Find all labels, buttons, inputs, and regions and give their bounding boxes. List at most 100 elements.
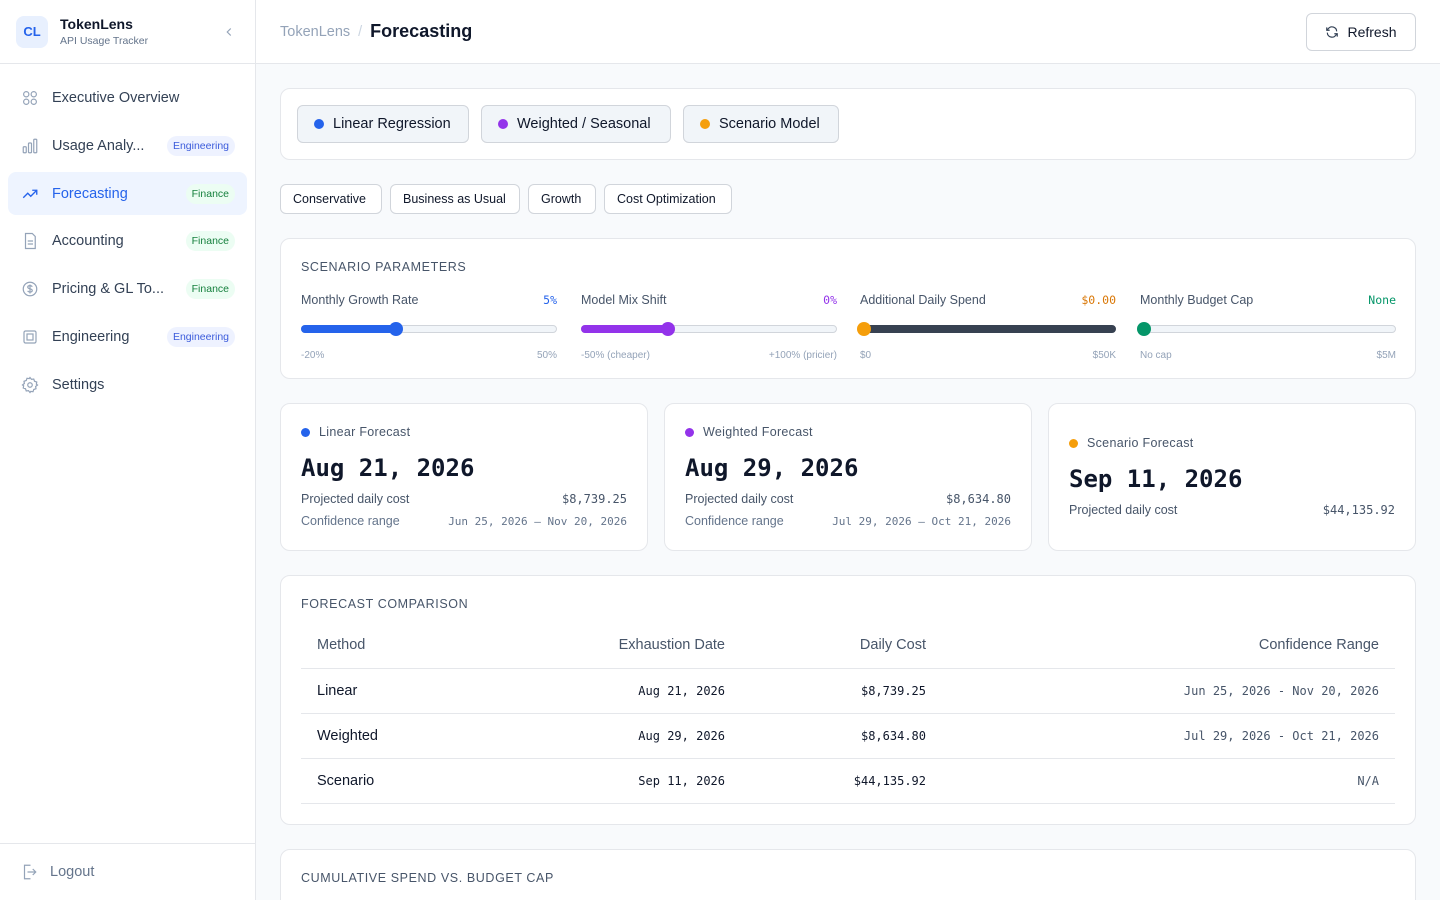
scenario-dot xyxy=(700,119,710,129)
logout-icon xyxy=(20,863,38,881)
param-label: Model Mix Shift xyxy=(581,293,667,307)
cost-label: Projected daily cost xyxy=(685,492,794,506)
exhaustion-date: Aug 21, 2026 xyxy=(301,454,475,482)
section-title: FORECAST COMPARISON xyxy=(301,597,469,611)
card-title: Scenario Forecast xyxy=(1087,436,1194,450)
preset-business-as-usual-button[interactable]: Business as Usual xyxy=(390,184,520,214)
sidebar-item-label: Usage Analy... xyxy=(52,138,145,154)
preset-conservative-button[interactable]: Conservative xyxy=(280,184,382,214)
refresh-icon xyxy=(1325,25,1339,39)
chip-icon xyxy=(20,327,40,347)
linear-dot xyxy=(314,119,324,129)
forecast-method-selector: Linear Regression Weighted / Seasonal Sc… xyxy=(280,88,1416,160)
table-row: Linear Aug 21, 2026 $8,739.25 Jun 25, 20… xyxy=(301,668,1395,714)
cell-method: Weighted xyxy=(301,713,551,759)
preset-growth-button[interactable]: Growth xyxy=(528,184,596,214)
range-max: $5M xyxy=(1376,350,1396,361)
range-min: $0 xyxy=(860,350,872,361)
sidebar-item-label: Executive Overview xyxy=(52,90,180,106)
range-label: Confidence range xyxy=(685,514,784,528)
range-min: -50% (cheaper) xyxy=(581,350,650,361)
weighted-dot xyxy=(685,427,694,437)
cost-label: Projected daily cost xyxy=(301,492,410,506)
param-model-mix-shift: Model Mix Shift 0% -50% (cheaper) +100% … xyxy=(581,291,837,361)
logout-button[interactable]: Logout xyxy=(0,843,255,900)
table-header-row: Method Exhaustion Date Daily Cost Confid… xyxy=(301,622,1395,669)
param-monthly-budget-cap: Monthly Budget Cap None No cap $5M xyxy=(1137,291,1396,361)
linear-dot xyxy=(301,427,310,437)
sidebar-item-label: Pricing & GL To... xyxy=(52,281,165,297)
badge-engineering: Engineering xyxy=(166,327,235,347)
cost-value: $8,634.80 xyxy=(945,492,1011,506)
badge-finance: Finance xyxy=(185,183,235,204)
range-value: Jul 29, 2026 — Oct 21, 2026 xyxy=(832,514,1011,528)
linear-forecast-card: Linear Forecast Aug 21, 2026 Projected d… xyxy=(280,403,648,551)
section-title: SCENARIO PARAMETERS xyxy=(301,260,467,274)
slider-fill xyxy=(581,325,668,333)
breadcrumb-root[interactable]: TokenLens xyxy=(280,23,351,40)
sidebar: CL TokenLens API Usage Tracker Executive… xyxy=(0,0,256,900)
sidebar-nav: Executive Overview Usage Analy... Engine… xyxy=(0,64,255,423)
cell-range: Jul 29, 2026 - Oct 21, 2026 xyxy=(942,713,1395,759)
chevron-left-icon xyxy=(226,27,232,36)
gear-icon xyxy=(20,375,40,395)
sidebar-item-usage-analytics[interactable]: Usage Analy... Engineering xyxy=(8,124,247,168)
range-max: $50K xyxy=(1092,350,1116,361)
param-value: 5% xyxy=(543,293,557,307)
method-linear-regression-button[interactable]: Linear Regression xyxy=(297,105,469,143)
sidebar-item-settings[interactable]: Settings xyxy=(8,363,247,407)
forecast-comparison-panel: FORECAST COMPARISON Method Exhaustion Da… xyxy=(280,575,1416,825)
sidebar-item-label: Engineering xyxy=(52,329,130,345)
cell-range: N/A xyxy=(942,758,1395,804)
cell-method: Scenario xyxy=(301,758,551,804)
sidebar-item-executive-overview[interactable]: Executive Overview xyxy=(8,76,247,120)
scenario-forecast-card: Scenario Forecast Sep 11, 2026 Projected… xyxy=(1048,403,1416,551)
sidebar-item-forecasting[interactable]: Forecasting Finance xyxy=(8,172,247,215)
badge-finance: Finance xyxy=(185,279,235,299)
method-label: Linear Regression xyxy=(333,116,451,132)
slider-thumb[interactable] xyxy=(857,322,871,336)
method-weighted-seasonal-button[interactable]: Weighted / Seasonal xyxy=(481,105,671,143)
sidebar-item-label: Forecasting xyxy=(52,185,128,202)
cell-date: Aug 21, 2026 xyxy=(551,668,741,714)
param-value: 0% xyxy=(823,293,837,307)
grid-icon xyxy=(20,88,40,108)
sidebar-item-accounting[interactable]: Accounting Finance xyxy=(8,219,247,263)
budget-cap-slider[interactable] xyxy=(1137,322,1396,336)
top-header: TokenLens / Forecasting Refresh xyxy=(256,0,1440,64)
daily-spend-slider[interactable] xyxy=(857,322,1116,336)
slider-thumb[interactable] xyxy=(1137,322,1151,336)
slider-fill xyxy=(301,325,395,333)
sidebar-item-engineering[interactable]: Engineering Engineering xyxy=(8,315,247,359)
refresh-button[interactable]: Refresh xyxy=(1306,13,1416,51)
scenario-parameters-panel: SCENARIO PARAMETERS Monthly Growth Rate … xyxy=(280,238,1416,379)
cell-date: Sep 11, 2026 xyxy=(551,758,741,804)
dollar-circle-icon xyxy=(20,279,40,299)
brand: CL TokenLens API Usage Tracker xyxy=(0,0,255,64)
brand-logo: CL xyxy=(16,15,48,48)
method-label: Scenario Model xyxy=(719,116,820,132)
collapse-sidebar-button[interactable] xyxy=(219,22,239,42)
cost-value: $44,135.92 xyxy=(1322,503,1395,517)
column-header-daily-cost: Daily Cost xyxy=(741,622,942,669)
slider-thumb[interactable] xyxy=(388,322,403,336)
badge-engineering: Engineering xyxy=(166,136,235,156)
sidebar-item-pricing-gl-tools[interactable]: Pricing & GL To... Finance xyxy=(8,267,247,311)
model-mix-slider[interactable] xyxy=(581,322,837,336)
document-icon xyxy=(20,231,40,251)
method-scenario-model-button[interactable]: Scenario Model xyxy=(683,105,839,143)
param-label: Additional Daily Spend xyxy=(860,293,986,307)
slider-thumb[interactable] xyxy=(661,322,676,336)
refresh-label: Refresh xyxy=(1347,24,1397,40)
card-title: Linear Forecast xyxy=(319,425,411,439)
section-title: CUMULATIVE SPEND VS. BUDGET CAP xyxy=(301,871,554,885)
param-additional-daily-spend: Additional Daily Spend $0.00 $0 $50K xyxy=(857,291,1116,361)
growth-rate-slider[interactable] xyxy=(301,322,557,336)
range-label: Confidence range xyxy=(301,514,400,528)
cost-label: Projected daily cost xyxy=(1069,503,1178,517)
preset-cost-optimization-button[interactable]: Cost Optimization xyxy=(604,184,732,214)
param-label: Monthly Budget Cap xyxy=(1140,293,1254,307)
weighted-forecast-card: Weighted Forecast Aug 29, 2026 Projected… xyxy=(664,403,1032,551)
range-max: 50% xyxy=(536,350,557,361)
cell-cost: $8,634.80 xyxy=(741,713,942,759)
